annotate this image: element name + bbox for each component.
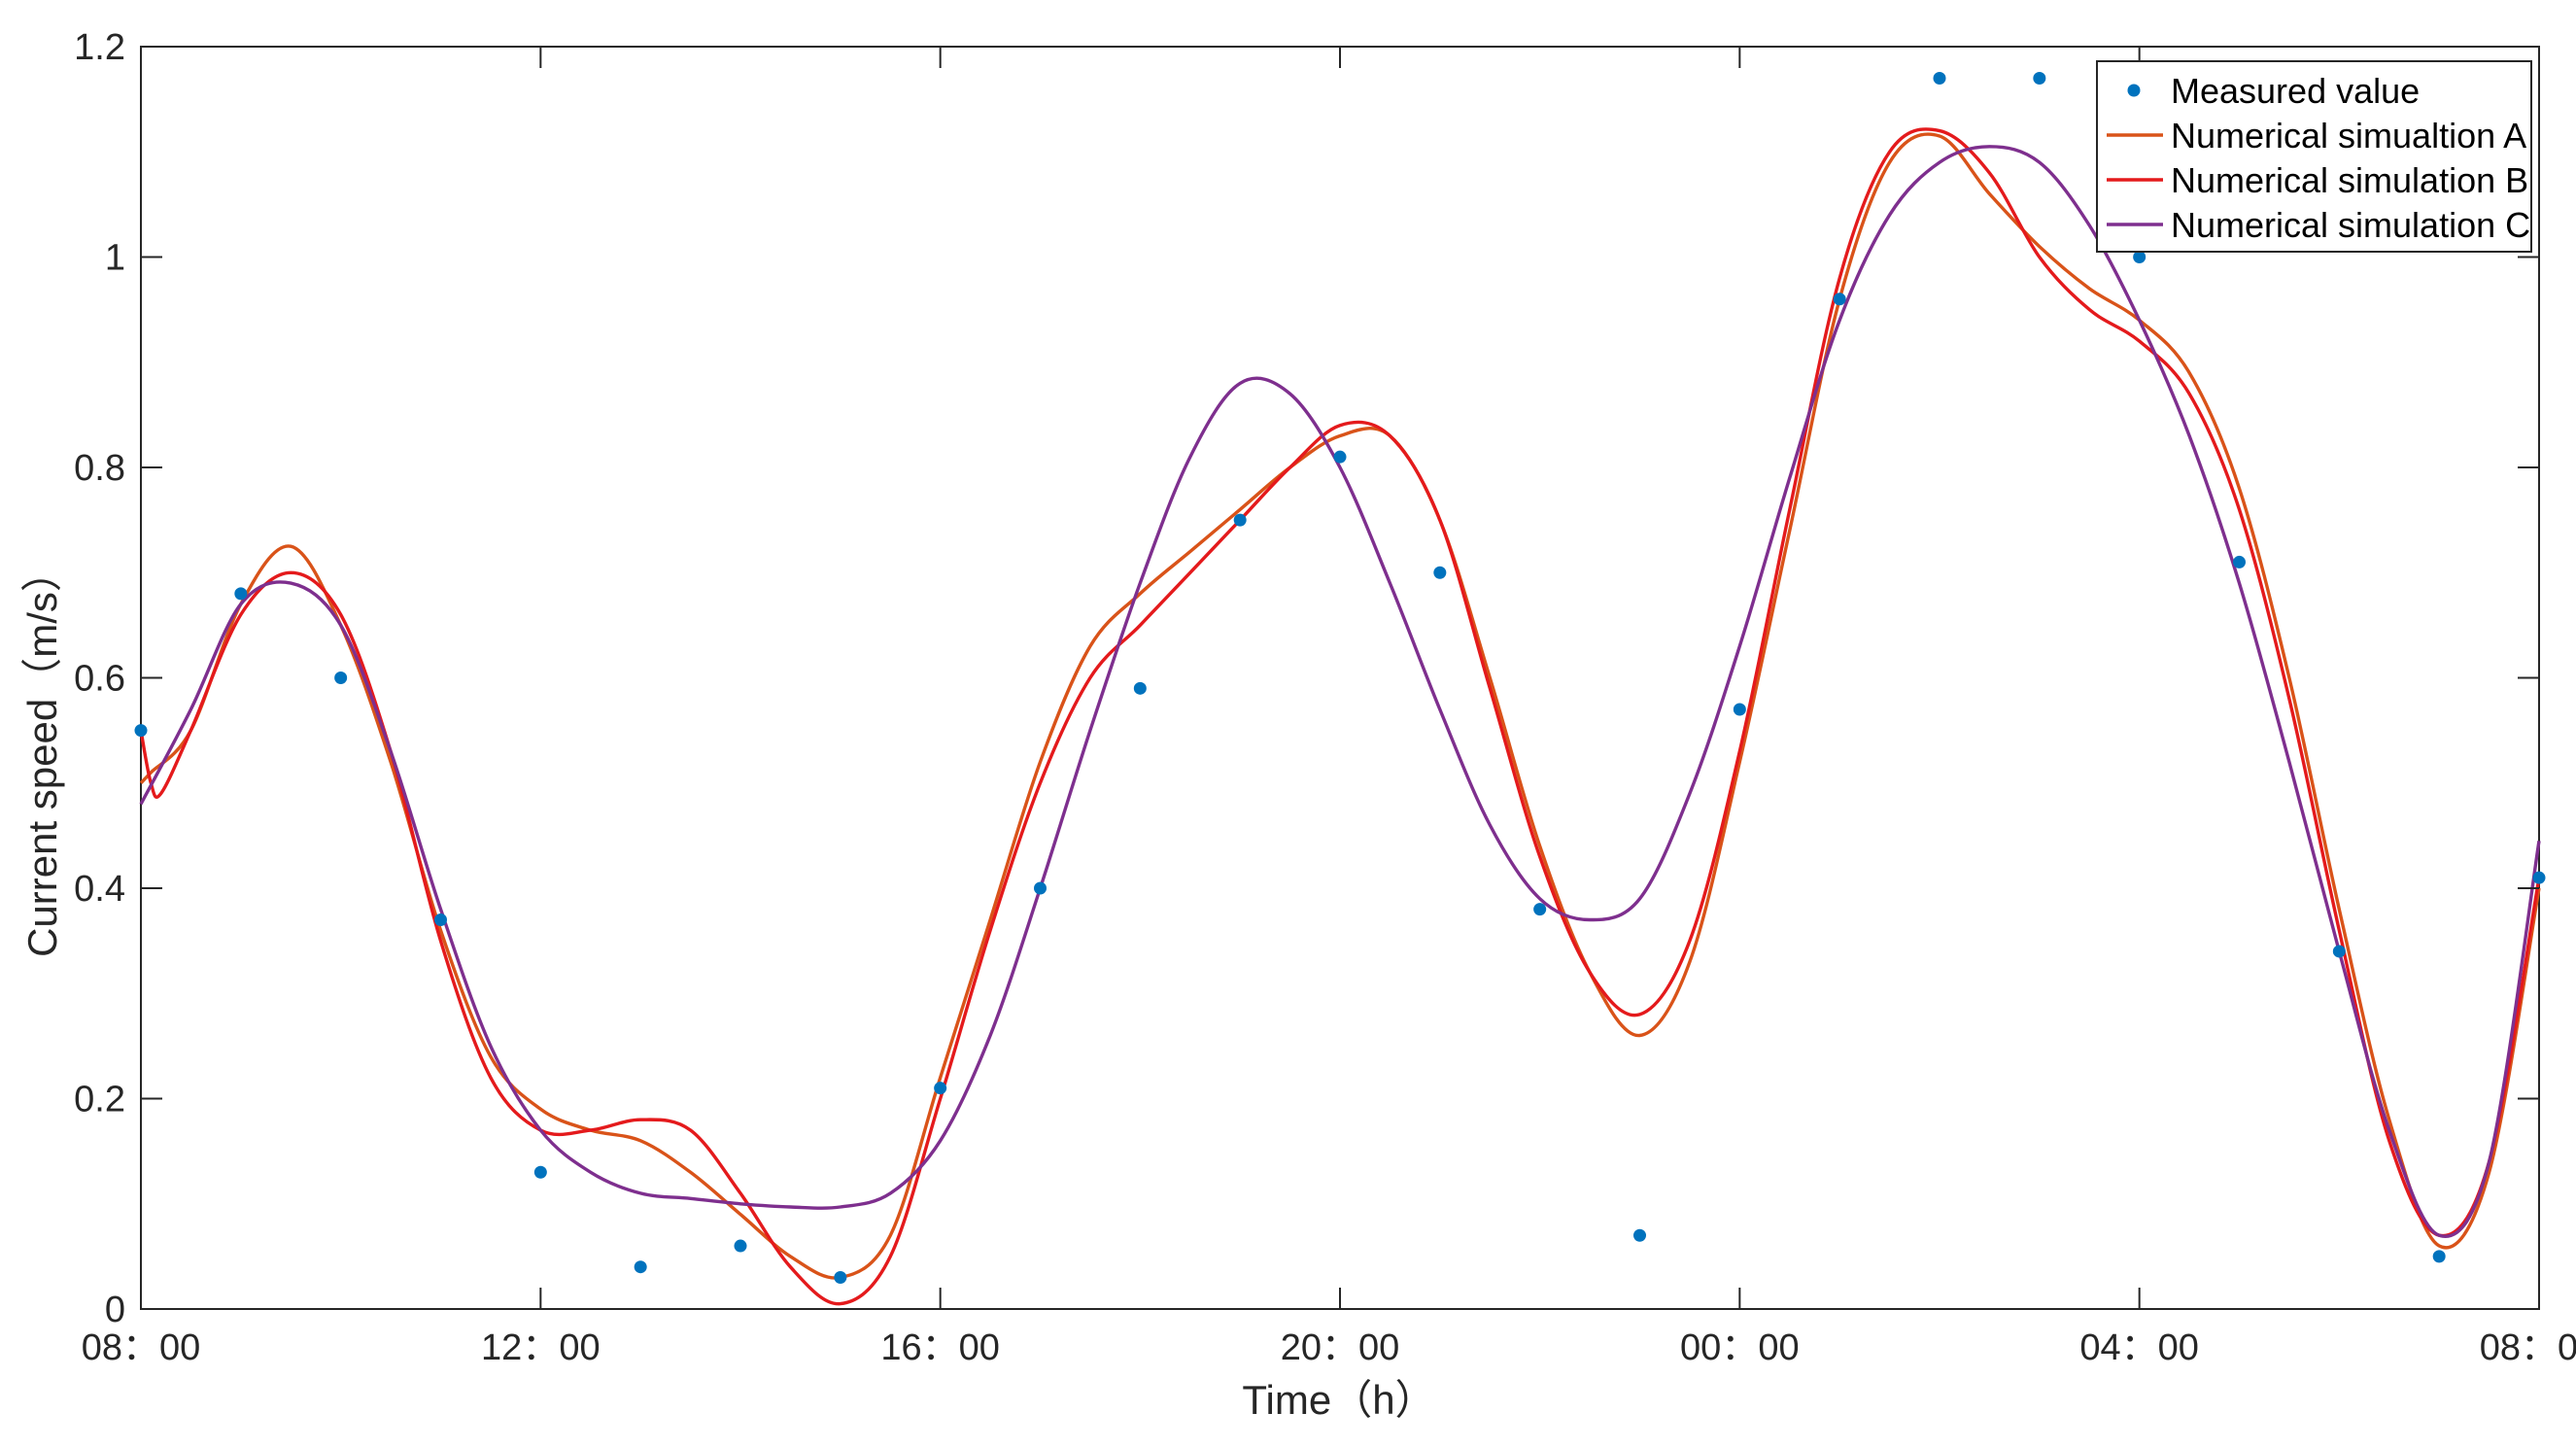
measured-point — [734, 1239, 747, 1253]
x-tick-label: 08：00 — [82, 1327, 201, 1368]
y-tick-label: 0.4 — [74, 869, 125, 910]
legend-entry-label: Numerical simulation B — [2171, 160, 2528, 200]
measured-point — [434, 913, 447, 926]
measured-point — [533, 1165, 547, 1179]
y-tick-label: 0.2 — [74, 1080, 125, 1120]
y-tick-label: 0.6 — [74, 659, 125, 700]
y-axis-title: Current speed（m/s） — [19, 551, 65, 957]
legend-entry-label: Numerical simulation C — [2171, 205, 2530, 245]
measured-point — [1233, 513, 1247, 527]
measured-point — [2233, 555, 2246, 568]
y-tick-label: 0 — [105, 1290, 125, 1330]
measured-point — [1034, 881, 1047, 895]
x-axis-title: Time（h） — [1242, 1377, 1435, 1423]
measured-point — [2332, 945, 2346, 958]
measured-point — [934, 1082, 947, 1095]
measured-point — [1933, 71, 1946, 85]
measured-point — [2532, 871, 2546, 884]
legend-box — [2096, 60, 2532, 253]
measured-point — [2432, 1250, 2446, 1263]
measured-point — [134, 724, 148, 738]
x-tick-label: 16：00 — [880, 1327, 1000, 1368]
measured-point — [1833, 293, 1846, 306]
measured-point — [2133, 251, 2147, 263]
x-tick-label: 04：00 — [2079, 1327, 2199, 1368]
measured-point — [1533, 903, 1547, 916]
measured-point — [1333, 450, 1347, 464]
legend-entry-label: Measured value — [2171, 71, 2420, 111]
measured-point — [234, 587, 248, 601]
measured-point — [1633, 1228, 1646, 1242]
series-line-c — [139, 145, 2541, 1238]
measured-point — [334, 672, 348, 684]
measured-point — [1433, 566, 1447, 579]
measured-point — [634, 1260, 647, 1274]
x-tick-label: 12：00 — [481, 1327, 601, 1368]
series-line-b — [139, 127, 2541, 1306]
legend-entry-label: Numerical simualtion A — [2171, 116, 2526, 155]
y-tick-label: 1 — [105, 238, 125, 279]
y-tick-label: 0.8 — [74, 448, 125, 489]
x-tick-label: 08：00 — [2480, 1327, 2576, 1368]
measured-point — [1733, 703, 1746, 716]
measured-point — [834, 1271, 847, 1285]
measured-point — [2033, 71, 2046, 85]
y-tick-label: 1.2 — [74, 27, 125, 68]
legend-marker — [2127, 84, 2141, 97]
x-tick-label: 00：00 — [1680, 1327, 1800, 1368]
measured-point — [1133, 681, 1147, 695]
x-tick-label: 20：00 — [1281, 1327, 1400, 1368]
